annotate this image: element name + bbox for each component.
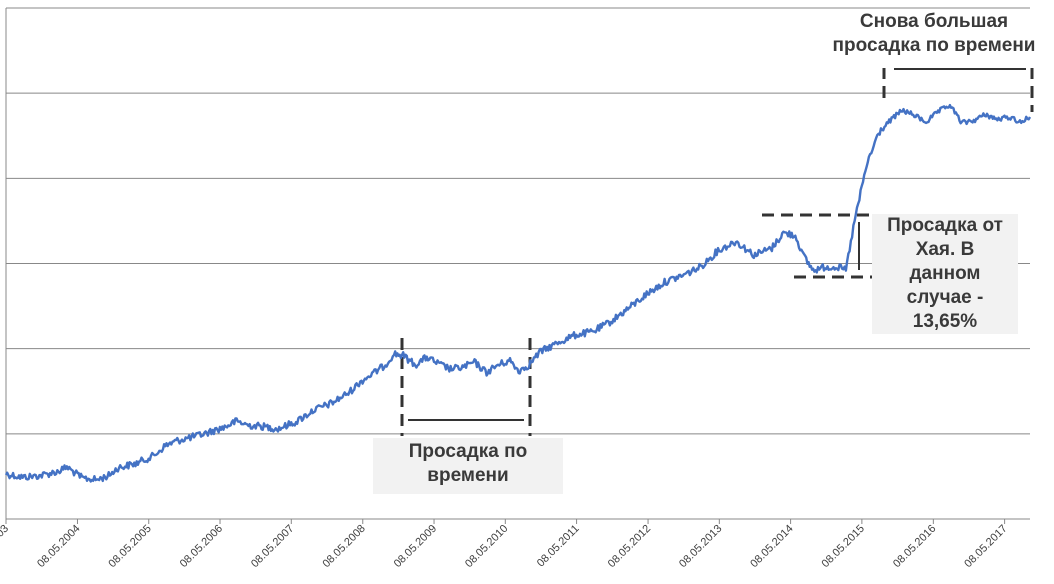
annotation-line: Хая. В [915,239,975,260]
annotation-line: Просадка от [887,215,1003,236]
drawdown-boxes [400,67,1034,436]
x-tick-label: 08.05.2005 [106,523,153,570]
annotation-line: просадка по времени [832,35,1036,56]
annotation-line: Просадка по [408,441,528,462]
annotation-line: данном [909,263,981,284]
x-tick-label: 08.05.2015 [820,523,867,570]
x-tick-label: 08.05.2008 [320,523,367,570]
x-tick-label: 08.05.2014 [748,523,795,570]
x-tick-label: 08.05.2017 [962,523,1009,570]
price-series-line [4,103,1032,483]
x-tick-label: 08.05.2016 [891,523,938,570]
x-tick-label: 08.05.2011 [535,523,582,570]
annotation-big-drawdown: Снова большая просадка по времени [812,10,1054,68]
x-tick-label: 08.05.2006 [178,523,225,570]
gridlines [6,7,1030,435]
x-tick-label: 08.05.2009 [392,523,439,570]
x-tick-label: 08.05.2010 [463,523,510,570]
series-layer [4,103,1032,483]
annotation-line: случае - [906,287,984,308]
x-tick-label: 08.05.2013 [677,523,724,570]
x-tick-label: 08.05.2004 [35,523,82,570]
annotation-time-drawdown: Просадка по времени [373,438,563,494]
annotation-line: времени [427,465,509,486]
annotation-line: Снова большая [859,11,1009,32]
x-tick-label: 08.05.2003 [0,523,11,570]
annotation-hai-drawdown: Просадка от Хая. В данном случае - 13,65… [872,214,1018,334]
x-tick-label: 08.05.2007 [249,523,296,570]
x-tick-label: 08.05.2012 [606,523,653,570]
annotation-line: 13,65% [912,311,978,332]
